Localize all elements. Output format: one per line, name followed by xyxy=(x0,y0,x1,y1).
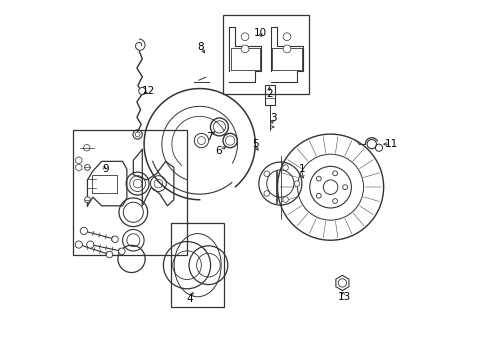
Text: 13: 13 xyxy=(337,292,350,302)
Text: 2: 2 xyxy=(266,89,272,99)
Circle shape xyxy=(264,171,269,176)
Polygon shape xyxy=(335,275,348,291)
Text: 3: 3 xyxy=(270,113,277,123)
Circle shape xyxy=(106,251,113,258)
Text: 8: 8 xyxy=(197,42,203,52)
Text: 10: 10 xyxy=(254,28,266,38)
Circle shape xyxy=(294,181,299,186)
Bar xyxy=(223,15,308,94)
Text: 12: 12 xyxy=(142,86,155,96)
Bar xyxy=(230,48,259,70)
Circle shape xyxy=(283,45,290,53)
Bar xyxy=(92,175,117,193)
Circle shape xyxy=(119,248,125,255)
Circle shape xyxy=(75,241,82,248)
Bar xyxy=(265,85,274,105)
Circle shape xyxy=(282,197,288,202)
Circle shape xyxy=(84,165,90,170)
Circle shape xyxy=(84,197,90,203)
Circle shape xyxy=(83,144,90,151)
Polygon shape xyxy=(76,164,82,171)
Text: 5: 5 xyxy=(251,139,258,149)
Circle shape xyxy=(241,45,248,53)
Text: 4: 4 xyxy=(186,294,193,304)
Text: 11: 11 xyxy=(384,139,397,149)
Bar xyxy=(272,48,301,70)
Circle shape xyxy=(241,33,248,41)
Circle shape xyxy=(264,191,269,196)
Polygon shape xyxy=(76,157,82,164)
Text: 1: 1 xyxy=(299,164,305,174)
Circle shape xyxy=(80,227,87,234)
Circle shape xyxy=(139,87,145,95)
Circle shape xyxy=(283,33,290,41)
Bar xyxy=(171,223,224,307)
Circle shape xyxy=(112,236,118,243)
Text: 7: 7 xyxy=(206,132,213,142)
Circle shape xyxy=(86,241,94,248)
Bar xyxy=(73,130,187,255)
Text: 6: 6 xyxy=(215,146,222,156)
Text: 9: 9 xyxy=(102,164,108,174)
Circle shape xyxy=(282,165,288,170)
